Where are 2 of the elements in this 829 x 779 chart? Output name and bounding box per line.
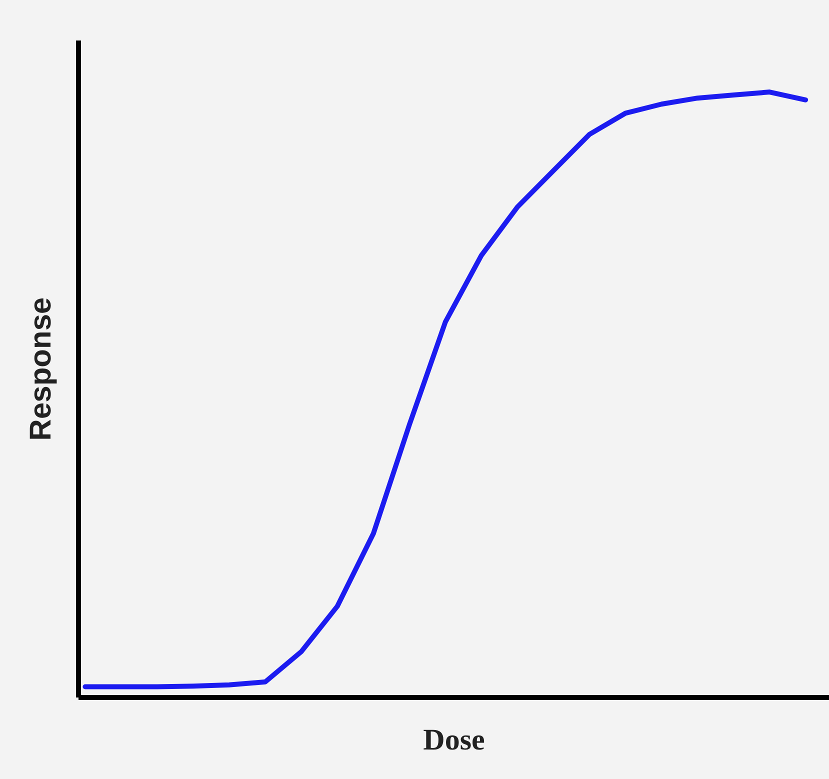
x-axis-title: Dose — [423, 724, 485, 756]
y-axis-title: Response — [24, 297, 58, 441]
